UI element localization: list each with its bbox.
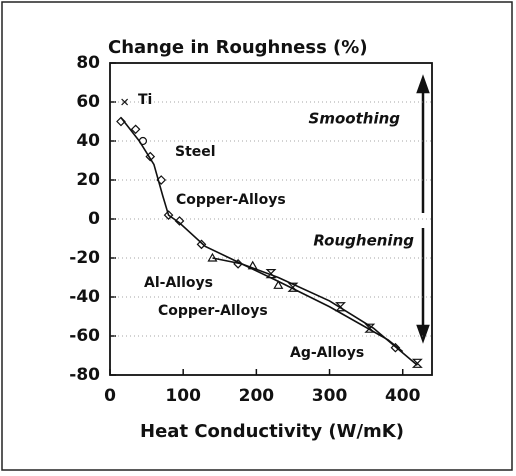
x-tick-label: 300 (312, 386, 348, 406)
y-tick-label: -80 (69, 365, 100, 385)
marker (207, 252, 218, 262)
x-tick-label: 400 (385, 386, 421, 406)
y-tick-label: 40 (76, 131, 100, 151)
marker (411, 358, 423, 368)
x-tick-label: 100 (165, 386, 201, 406)
chart-title: Change in Roughness (%) (108, 37, 368, 58)
annotation: Copper-Alloys (176, 192, 286, 208)
y-tick-label: 20 (76, 170, 100, 190)
marker (130, 124, 141, 135)
x-tick-label: 0 (104, 386, 116, 406)
marker (174, 216, 185, 226)
marker (196, 239, 207, 250)
annotation: Ag-Alloys (290, 345, 364, 361)
annotation: Steel (175, 144, 216, 160)
up-arrow-head (416, 74, 430, 94)
x-axis-label: Heat Conductivity (W/mK) (140, 421, 404, 442)
y-tick-label: -60 (69, 326, 100, 346)
annotation: Al-Alloys (144, 275, 213, 291)
annotation: Copper-Alloys (158, 303, 268, 319)
y-tick-label: -20 (69, 248, 100, 268)
outer-frame (1, 1, 513, 471)
annotation: Roughening (313, 232, 414, 250)
arrows (416, 74, 430, 344)
marker (273, 280, 284, 289)
annotation: Ti (138, 92, 152, 108)
y-tick-label: -40 (69, 287, 100, 307)
plot-frame (109, 62, 433, 376)
x-tick-label: 200 (239, 386, 275, 406)
curve (120, 117, 404, 353)
curve (212, 257, 418, 366)
marker (121, 98, 129, 106)
annotation: Smoothing (309, 110, 401, 128)
y-tick-label: 80 (76, 53, 100, 73)
down-arrow-head (416, 324, 430, 344)
y-tick-label: 60 (76, 92, 100, 112)
y-tick-label: 0 (88, 209, 100, 229)
